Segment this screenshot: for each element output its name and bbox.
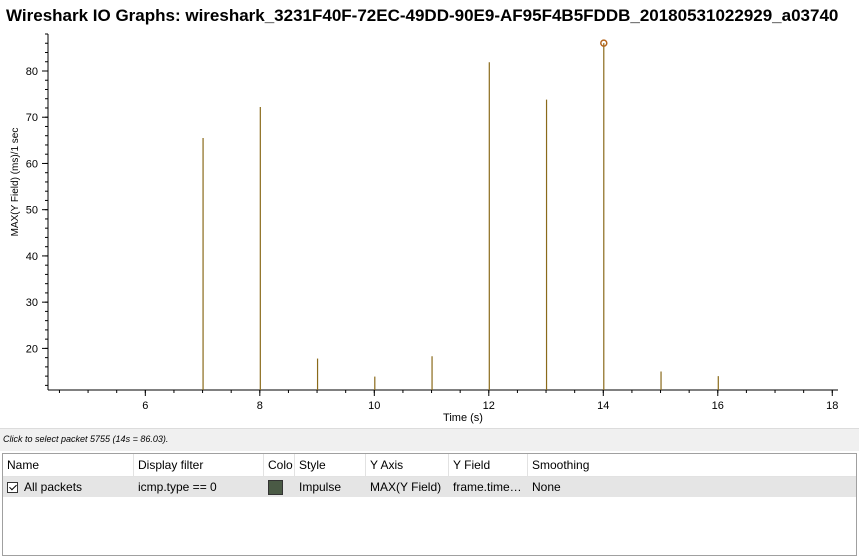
cell-style[interactable]: Impulse [299,480,342,494]
x-tick-label: 6 [142,400,148,412]
x-tick-label: 8 [257,400,263,412]
y-tick-label: 80 [26,66,38,78]
y-tick-label: 40 [26,251,38,263]
column-header-y-field[interactable]: Y Field [449,454,528,476]
column-header-style[interactable]: Style [295,454,366,476]
x-tick-label: 10 [368,400,380,412]
column-header-name[interactable]: Name [3,454,134,476]
y-tick-label: 20 [26,343,38,355]
x-axis-label: Time (s) [443,412,483,424]
cell-y-field[interactable]: frame.time… [453,480,522,494]
graphs-table: Name Display filter Colo Style Y Axis Y … [2,453,857,556]
window-title: Wireshark IO Graphs: wireshark_3231F40F-… [6,6,839,25]
column-header-y-axis[interactable]: Y Axis [366,454,449,476]
column-header-smoothing[interactable]: Smoothing [532,458,590,472]
cell-color[interactable] [264,477,295,497]
graph-name: All packets [24,480,83,494]
y-tick-label: 60 [26,158,38,170]
x-tick-label: 16 [712,400,724,412]
cell-y-axis[interactable]: MAX(Y Field) [370,480,442,494]
cell-smoothing[interactable]: None [532,480,561,494]
chart-svg[interactable]: 6 8 10 12 14 16 18 20 30 40 50 60 70 80 Time (s) MAX(Y … [0,30,859,428]
y-tick-label: 50 [26,205,38,217]
table-row[interactable]: All packets icmp.type == 0 Impulse MAX(Y… [3,477,856,497]
x-tick-label: 18 [826,400,838,412]
color-swatch[interactable] [268,479,283,495]
enabled-checkbox[interactable] [7,481,18,493]
column-header-color[interactable]: Colo [264,454,295,476]
y-axis-label: MAX(Y Field) (ms)/1 sec [10,128,21,237]
y-tick-label: 30 [26,297,38,309]
x-tick-label: 14 [597,400,609,412]
hint-bar [0,428,859,451]
cell-name: All packets [3,477,134,497]
column-header-display-filter[interactable]: Display filter [134,454,264,476]
io-graph-plot[interactable]: 6 8 10 12 14 16 18 20 30 40 50 60 70 80 Time (s) MAX(Y … [0,30,859,428]
y-tick-label: 70 [26,112,38,124]
selected-point-marker[interactable] [600,39,608,47]
cell-display-filter[interactable]: icmp.type == 0 [138,480,217,494]
table-header: Name Display filter Colo Style Y Axis Y … [3,454,856,477]
x-tick-label: 12 [483,400,495,412]
select-packet-hint: Click to select packet 5755 (14s = 86.03… [3,434,169,444]
